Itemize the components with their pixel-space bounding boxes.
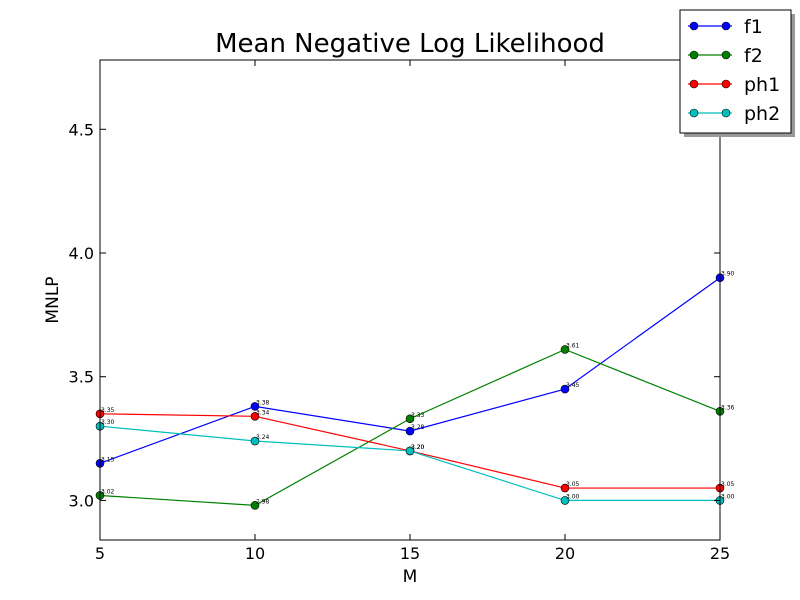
data-label-f1-4: 3.90 <box>721 271 735 278</box>
y-tick-label: 4.5 <box>69 120 94 139</box>
x-tick-label: 5 <box>95 544 105 563</box>
y-tick-label: 3.0 <box>69 491 94 510</box>
data-label-f1-0: 3.15 <box>101 456 115 463</box>
data-label-f2-1: 2.98 <box>256 498 270 505</box>
data-label-f2-3: 3.61 <box>566 342 580 349</box>
data-label-ph1-3: 3.05 <box>566 481 580 488</box>
data-label-ph1-2: 3.20 <box>411 444 425 451</box>
data-label-f1-1: 3.38 <box>256 399 270 406</box>
plot-frame <box>99 59 721 541</box>
data-point-ph2-2 <box>405 446 415 456</box>
data-label-ph2-3: 3.00 <box>566 493 580 500</box>
axes-layer: 5 10 15 20 25 3.0 3.5 4.0 4.5 <box>69 59 730 563</box>
legend-label-f2: f2 <box>744 45 763 67</box>
series-line-ph2 <box>99 425 720 502</box>
legend-label-ph2: ph2 <box>744 103 780 125</box>
legend: f1 f2 ph1 ph2 <box>679 9 795 137</box>
data-label-ph2-0: 3.30 <box>101 419 115 426</box>
data-label-ph1-1: 3.34 <box>256 409 270 416</box>
legend-marker-ph1 <box>689 79 699 89</box>
legend-label-f1: f1 <box>744 16 763 38</box>
data-label-f2-4: 3.36 <box>721 404 735 411</box>
legend-marker-ph1 <box>721 79 731 89</box>
y-axis-label: MNLP <box>43 276 63 323</box>
legend-marker-ph2 <box>689 108 699 118</box>
data-label-ph2-2: 3.20 <box>411 444 425 451</box>
y-tick-label: 3.5 <box>69 368 94 387</box>
legend-marker-f2 <box>721 50 731 60</box>
data-label-ph2-4: 3.00 <box>721 493 735 500</box>
data-point-ph2-1 <box>250 436 260 446</box>
data-label-f1-3: 3.45 <box>566 382 580 389</box>
data-point-ph1-1 <box>250 411 260 421</box>
data-point-f1-1 <box>250 402 260 411</box>
data-label-ph2-1: 3.24 <box>256 434 270 441</box>
data-point-ph1-3 <box>560 483 570 493</box>
data-point-f2-1 <box>250 501 260 510</box>
x-tick-label: 20 <box>555 544 575 563</box>
data-label-ph1-4: 3.05 <box>721 481 735 488</box>
data-point-f2-3 <box>560 345 570 354</box>
data-label-f2-0: 3.02 <box>101 488 115 495</box>
x-axis-label: M <box>403 567 418 587</box>
x-tick-label: 15 <box>400 544 420 563</box>
data-point-f1-2 <box>405 426 415 436</box>
y-tick-label: 4.0 <box>69 244 94 263</box>
legend-marker-ph2 <box>721 108 731 118</box>
data-label-f1-2: 3.28 <box>411 424 425 431</box>
data-label-ph1-0: 3.35 <box>101 407 115 414</box>
x-tick-label: 10 <box>245 544 265 563</box>
data-label-f2-2: 3.33 <box>411 412 425 419</box>
data-point-f1-3 <box>560 384 570 394</box>
x-tick-label: 25 <box>710 544 730 563</box>
legend-marker-f2 <box>689 50 699 60</box>
chart-title: Mean Negative Log Likelihood <box>215 29 605 59</box>
series-layer: 3.15 3.38 3.28 3.45 3.90 3.02 2.98 3.33 3.61 3.36… <box>95 271 735 510</box>
data-point-f2-2 <box>405 414 415 424</box>
legend-label-ph1: ph1 <box>744 74 780 96</box>
legend-marker-f1 <box>689 21 699 31</box>
data-point-ph2-3 <box>560 496 570 505</box>
legend-marker-f1 <box>721 21 731 31</box>
